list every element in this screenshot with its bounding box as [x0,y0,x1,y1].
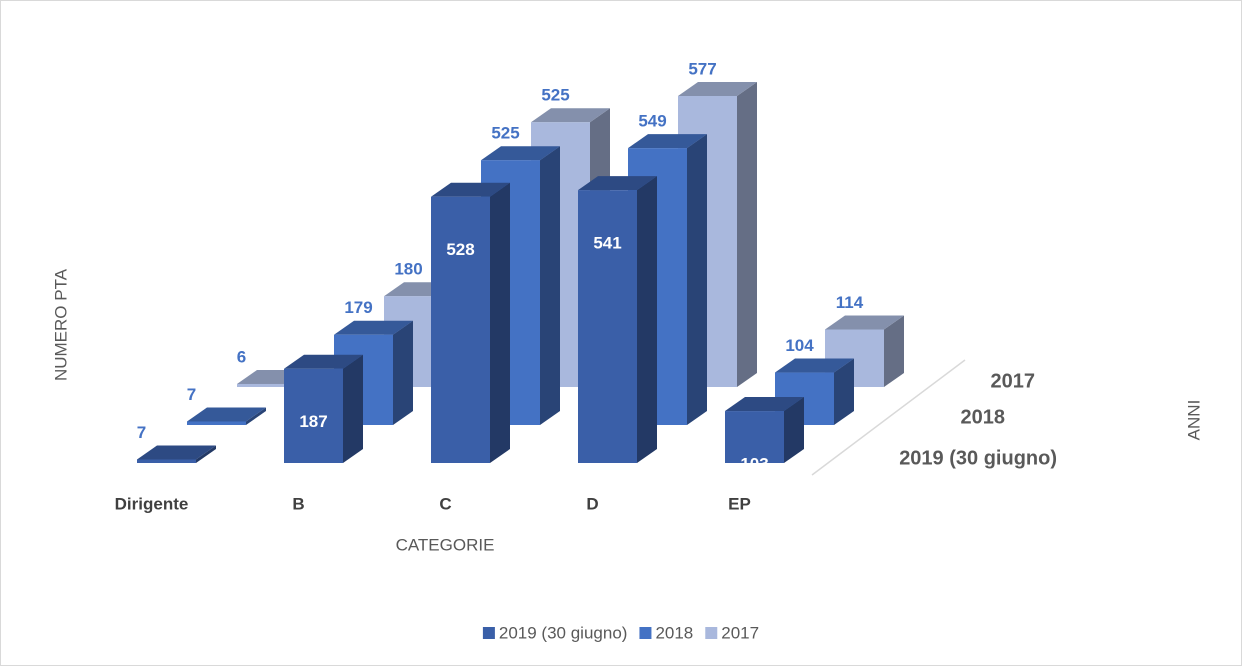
bar-top [431,182,510,197]
data-label: 7 [187,385,196,404]
z-tick-label: 2018 [961,406,1006,428]
bar-top [775,358,854,373]
legend-label: 2019 (30 giugno) [499,623,628,642]
legend-swatch [639,627,652,639]
data-label: 179 [344,298,372,317]
data-label: 103 [740,455,768,474]
bar-front [578,190,637,463]
bar-side [343,354,363,463]
bar-side [834,358,854,425]
data-label: 525 [491,124,519,143]
z-tick-label: 2017 [991,370,1036,392]
y-axis-label: NUMERO PTA [51,268,70,381]
bar-top [334,320,413,335]
data-label: 541 [593,234,621,253]
bar-side [540,146,560,426]
legend: 2019 (30 giugno) 2018 2017 [482,623,759,642]
bar-top [137,445,216,460]
bar-top [678,82,757,96]
bar-front [187,421,246,425]
data-label: 114 [836,293,864,312]
bar-side [687,134,707,425]
depth-axis [811,359,966,476]
bar-side [196,445,216,463]
data-label: 104 [785,336,814,355]
bar-top [725,397,804,412]
bar-side [490,182,510,463]
bar-side [737,82,757,387]
bar-side [393,320,413,425]
bar-side [246,407,266,425]
bar-front [725,411,784,463]
data-label: 6 [237,347,246,366]
x-tick-label: B [292,494,304,513]
data-label: 187 [299,412,327,431]
bar-top [481,146,560,161]
data-label: 549 [638,112,666,131]
x-tick-label: D [586,494,598,513]
bar-top [578,176,657,191]
legend-swatch [705,627,718,639]
bar-top [531,108,610,123]
bar-front [284,368,343,463]
bar-front [137,459,196,463]
bar-top [187,407,266,422]
data-label: 525 [541,86,569,105]
z-tick-label: 2019 (30 giugno) [899,447,1057,469]
x-tick-label: Dirigente [115,494,189,513]
bar-side [884,315,904,387]
bar-side [637,176,657,463]
bar-top [825,315,904,330]
legend-label: 2017 [721,623,759,642]
bar-side [784,397,804,463]
bar-front [237,383,296,387]
x-tick-label: EP [728,494,751,513]
data-label: 180 [394,260,422,279]
legend-label: 2018 [655,623,693,642]
x-tick-label: C [439,494,451,513]
bar-top [628,134,707,149]
bar-front [431,196,490,463]
data-label: 528 [446,240,474,259]
z-axis-label: ANNI [1184,400,1203,441]
bar-top [284,354,363,369]
x-axis-label: CATEGORIE [396,535,495,554]
data-label: 577 [688,59,716,78]
legend-swatch [482,627,495,639]
data-label: 7 [137,423,146,442]
